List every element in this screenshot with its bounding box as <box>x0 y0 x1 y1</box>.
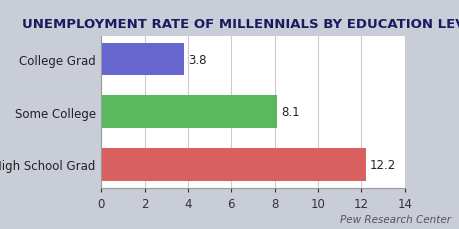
Text: 12.2: 12.2 <box>369 158 396 171</box>
Bar <box>101 96 276 128</box>
Bar <box>101 148 365 181</box>
Bar <box>101 44 183 76</box>
Text: Pew Research Center: Pew Research Center <box>339 215 450 224</box>
Text: 8.1: 8.1 <box>280 106 299 119</box>
Text: 3.8: 3.8 <box>188 53 206 66</box>
Title: UNEMPLOYMENT RATE OF MILLENNIALS BY EDUCATION LEVEL: UNEMPLOYMENT RATE OF MILLENNIALS BY EDUC… <box>22 18 459 31</box>
